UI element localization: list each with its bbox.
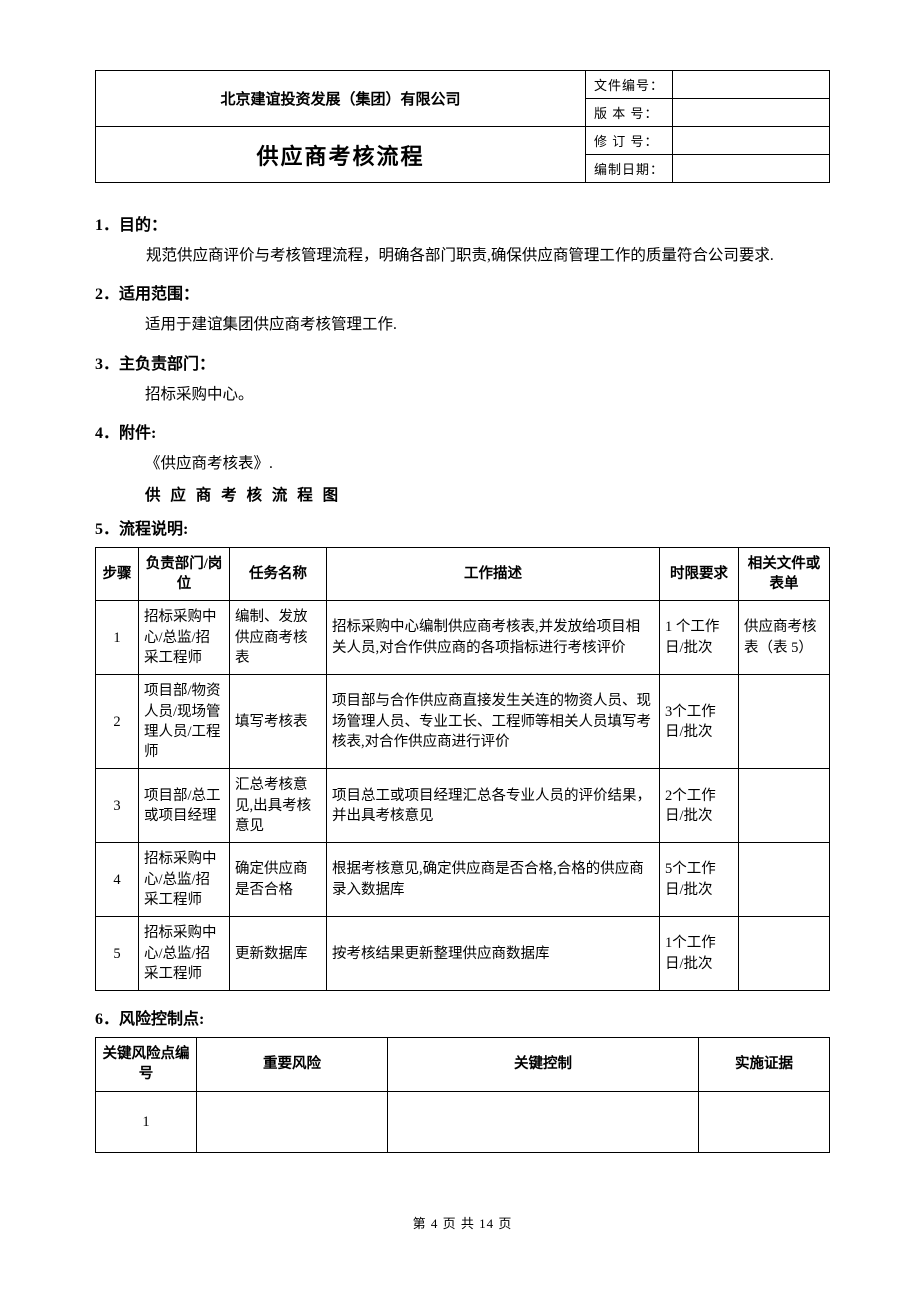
section-3-text: 招标采购中心。 [95,380,830,409]
meta-value-3 [673,155,830,183]
cell-step: 5 [96,917,139,991]
cell-task: 确定供应商是否合格 [230,843,327,917]
col-dept-header: 负责部门/岗位 [139,547,230,601]
section-5-heading: 5．流程说明: [95,515,830,539]
cell-doc [739,843,830,917]
process-row: 4 招标采购中心/总监/招采工程师 确定供应商是否合格 根据考核意见,确定供应商… [96,843,830,917]
page-footer: 第 4 页 共 14 页 [95,1213,830,1232]
section-4-heading: 4．附件: [95,419,830,443]
section-1-text: 规范供应商评价与考核管理流程，明确各部门职责,确保供应商管理工作的质量符合公司要… [95,241,830,270]
section-2-heading: 2．适用范围： [95,280,830,304]
meta-value-2 [673,127,830,155]
col-doc-header: 相关文件或表单 [739,547,830,601]
process-row: 5 招标采购中心/总监/招采工程师 更新数据库 按考核结果更新整理供应商数据库 … [96,917,830,991]
section-1-heading: 1．目的： [95,211,830,235]
document-header-table: 北京建谊投资发展（集团）有限公司 文件编号： 版 本 号： 供应商考核流程 修 … [95,70,830,183]
col-task-header: 任务名称 [230,547,327,601]
process-row: 1 招标采购中心/总监/招采工程师 编制、发放供应商考核表 招标采购中心编制供应… [96,601,830,675]
cell-step: 4 [96,843,139,917]
document-page: 北京建谊投资发展（集团）有限公司 文件编号： 版 本 号： 供应商考核流程 修 … [0,0,920,1272]
section-6-heading: 6．风险控制点: [95,1005,830,1029]
meta-value-0 [673,71,830,99]
risk-table-header-row: 关键风险点编号 重要风险 关键控制 实施证据 [96,1038,830,1092]
cell-step: 2 [96,675,139,769]
cell-doc: 供应商考核表（表 5） [739,601,830,675]
risk-col-id-header: 关键风险点编号 [96,1038,197,1092]
cell-doc [739,769,830,843]
section-2-text: 适用于建谊集团供应商考核管理工作. [95,310,830,339]
cell-task: 编制、发放供应商考核表 [230,601,327,675]
risk-cell-id: 1 [96,1091,197,1152]
cell-time: 1个工作日/批次 [660,917,739,991]
risk-row: 1 [96,1091,830,1152]
section-4-text: 《供应商考核表》. [95,449,830,478]
cell-time: 3个工作日/批次 [660,675,739,769]
cell-dept: 招标采购中心/总监/招采工程师 [139,601,230,675]
document-title: 供应商考核流程 [96,127,586,183]
cell-time: 1 个工作日/批次 [660,601,739,675]
process-table-header-row: 步骤 负责部门/岗位 任务名称 工作描述 时限要求 相关文件或表单 [96,547,830,601]
meta-value-1 [673,99,830,127]
col-step-header: 步骤 [96,547,139,601]
risk-cell-ev [699,1091,830,1152]
process-table: 步骤 负责部门/岗位 任务名称 工作描述 时限要求 相关文件或表单 1 招标采购… [95,547,830,991]
meta-label-0: 文件编号： [586,71,673,99]
company-name: 北京建谊投资发展（集团）有限公司 [96,71,586,127]
cell-task: 更新数据库 [230,917,327,991]
risk-cell-risk [197,1091,388,1152]
cell-dept: 招标采购中心/总监/招采工程师 [139,917,230,991]
meta-label-3: 编制日期： [586,155,673,183]
process-row: 3 项目部/总工或项目经理 汇总考核意见,出具考核意见 项目总工或项目经理汇总各… [96,769,830,843]
risk-col-ctrl-header: 关键控制 [388,1038,699,1092]
meta-label-2: 修 订 号： [586,127,673,155]
cell-doc [739,675,830,769]
cell-desc: 根据考核意见,确定供应商是否合格,合格的供应商录入数据库 [327,843,660,917]
cell-dept: 项目部/物资人员/现场管理人员/工程师 [139,675,230,769]
risk-table: 关键风险点编号 重要风险 关键控制 实施证据 1 [95,1037,830,1153]
cell-doc [739,917,830,991]
cell-desc: 项目总工或项目经理汇总各专业人员的评价结果，并出具考核意见 [327,769,660,843]
cell-dept: 项目部/总工或项目经理 [139,769,230,843]
flowchart-label: 供 应 商 考 核 流 程 图 [95,483,830,505]
risk-col-ev-header: 实施证据 [699,1038,830,1092]
cell-desc: 项目部与合作供应商直接发生关连的物资人员、现场管理人员、专业工长、工程师等相关人… [327,675,660,769]
meta-label-1: 版 本 号： [586,99,673,127]
cell-dept: 招标采购中心/总监/招采工程师 [139,843,230,917]
cell-time: 5个工作日/批次 [660,843,739,917]
cell-step: 3 [96,769,139,843]
cell-step: 1 [96,601,139,675]
col-time-header: 时限要求 [660,547,739,601]
section-3-heading: 3．主负责部门： [95,350,830,374]
process-row: 2 项目部/物资人员/现场管理人员/工程师 填写考核表 项目部与合作供应商直接发… [96,675,830,769]
risk-cell-ctrl [388,1091,699,1152]
col-desc-header: 工作描述 [327,547,660,601]
cell-desc: 招标采购中心编制供应商考核表,并发放给项目相关人员,对合作供应商的各项指标进行考… [327,601,660,675]
risk-col-risk-header: 重要风险 [197,1038,388,1092]
cell-task: 填写考核表 [230,675,327,769]
cell-desc: 按考核结果更新整理供应商数据库 [327,917,660,991]
cell-task: 汇总考核意见,出具考核意见 [230,769,327,843]
cell-time: 2个工作日/批次 [660,769,739,843]
